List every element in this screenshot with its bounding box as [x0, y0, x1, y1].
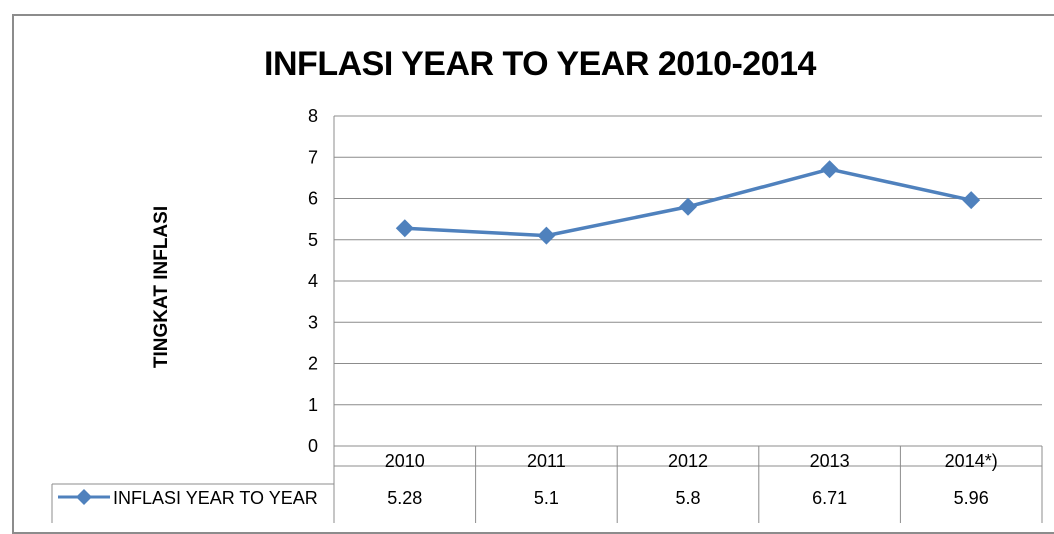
- x-category-label: 2014*): [945, 451, 998, 471]
- y-tick-label: 8: [308, 106, 318, 126]
- legend-label: INFLASI YEAR TO YEAR: [113, 488, 318, 508]
- y-tick-label: 3: [308, 312, 318, 332]
- data-table-value: 6.71: [812, 488, 847, 508]
- y-axis-ticks: 0 1 2 3 4 5 6 7 8: [308, 106, 318, 456]
- chart-frame: [12, 14, 1054, 534]
- x-category-label: 2011: [527, 451, 566, 471]
- legend-marker: [76, 489, 92, 505]
- data-point-marker: [962, 191, 981, 210]
- data-table-value: 5.1: [534, 488, 559, 508]
- y-axis-label: TINGKAT INFLASI: [151, 206, 172, 368]
- chart-title: INFLASI YEAR TO YEAR 2010-2014: [264, 45, 816, 83]
- y-tick-label: 7: [308, 147, 318, 167]
- y-tick-label: 6: [308, 189, 318, 209]
- data-point-marker: [395, 219, 414, 238]
- data-table: 2010 5.28 2011 5.1 2012 5.8 2013 6.71 2014*) 5.96…: [51, 446, 1043, 523]
- y-tick-label: 5: [308, 230, 318, 250]
- data-table-value: 5.96: [954, 488, 989, 508]
- data-table-value: 5.8: [675, 488, 700, 508]
- x-category-label: 2010: [385, 451, 425, 471]
- y-tick-label: 2: [308, 354, 318, 374]
- y-tick-label: 1: [308, 395, 318, 415]
- chart: INFLASI YEAR TO YEAR 2010-2014 TINGKAT I…: [51, 45, 1043, 523]
- series-line: [395, 160, 981, 245]
- y-tick-label: 0: [308, 436, 318, 456]
- data-table-value: 5.28: [387, 488, 422, 508]
- data-point-marker: [820, 160, 839, 179]
- x-category-label: 2013: [810, 451, 850, 471]
- x-category-label: 2012: [668, 451, 708, 471]
- gridlines: [333, 115, 1042, 447]
- data-point-marker: [679, 197, 697, 216]
- data-point-marker: [537, 226, 556, 245]
- y-tick-label: 4: [308, 271, 318, 291]
